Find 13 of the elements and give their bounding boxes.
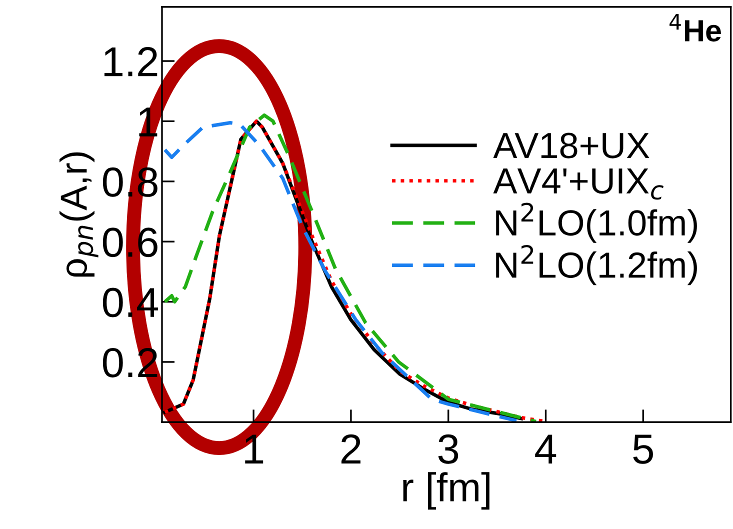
- x-tick-label: 2: [341, 434, 360, 464]
- annotation: $^{4}$He: [670, 14, 721, 42]
- x-axis-title: r [fm]: [403, 472, 490, 510]
- y-tick-label: 1.2: [104, 47, 158, 76]
- legend-label: N$^{2}$LO(1.0fm): [496, 202, 697, 243]
- legend-label: AV4'+UIX$_{c}$: [493, 168, 664, 200]
- x-tick-label: 1: [245, 434, 264, 464]
- x-tick-label: 5: [633, 434, 653, 464]
- legend-label: AV18+UX: [493, 132, 650, 158]
- x-tick-label: 3: [438, 434, 458, 464]
- y-axis-title: ρ$_{pn}$(A,r): [60, 152, 98, 277]
- legend-label: N$^{2}$LO(1.2fm): [496, 245, 697, 286]
- x-tick-label: 4: [535, 434, 556, 464]
